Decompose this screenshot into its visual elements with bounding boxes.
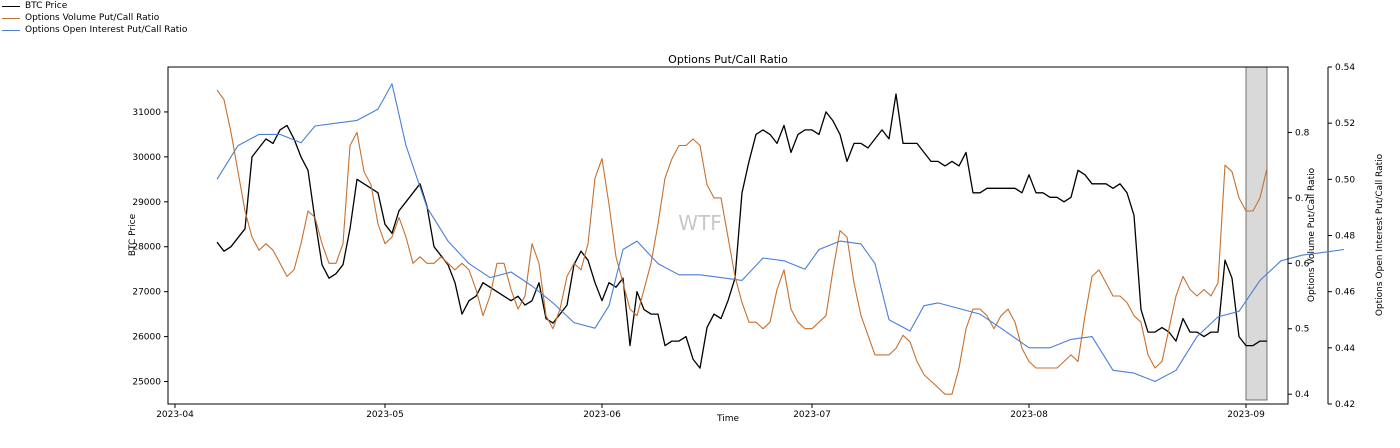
right2-tick-label: 0.54 <box>1335 63 1355 73</box>
right1-tick-label: 0.8 <box>1295 128 1310 138</box>
right1-tick-label: 0.7 <box>1295 194 1309 204</box>
left-tick-label: 25000 <box>132 378 161 388</box>
right2-axis-label: Options Open Interest Put/Call Ratio <box>1375 153 1385 316</box>
right2-tick-label: 0.44 <box>1335 344 1355 354</box>
right1-tick-label: 0.6 <box>1295 259 1310 269</box>
x-tick-label: 2023-09 <box>1227 410 1265 420</box>
right2-tick-label: 0.52 <box>1335 119 1355 129</box>
legend-swatch-oi <box>2 29 20 31</box>
right2-tick-label: 0.42 <box>1335 400 1355 410</box>
right2-tick-label: 0.46 <box>1335 288 1355 298</box>
series-line-0 <box>216 93 1267 369</box>
plot-frame <box>167 66 1289 405</box>
legend-swatch-btc <box>2 5 20 7</box>
left-tick-label: 29000 <box>132 198 161 208</box>
right1-tick-label: 0.5 <box>1295 325 1309 335</box>
highlight-region <box>1245 66 1268 401</box>
left-tick-label: 27000 <box>132 288 161 298</box>
series-lines <box>216 83 1345 395</box>
left-tick-label: 26000 <box>132 333 161 343</box>
series-line-2 <box>216 83 1345 383</box>
legend-label-oi: Options Open Interest Put/Call Ratio <box>25 25 188 35</box>
left-tick-label: 31000 <box>132 108 161 118</box>
legend-label-btc: BTC Price <box>25 1 68 11</box>
series-line-1 <box>216 89 1268 395</box>
right2-tick-label: 0.48 <box>1335 232 1355 242</box>
x-axis-label: Time <box>716 414 739 424</box>
axis-ticks: 2023-04 2023-05 2023-06 2023-07 2023-08 2023-… <box>132 63 1355 420</box>
watermark: WTF <box>678 211 722 235</box>
x-tick-label: 2023-08 <box>1010 410 1048 420</box>
right1-tick-label: 0.4 <box>1295 390 1310 400</box>
left-tick-label: 30000 <box>132 153 161 163</box>
left-axis-label: BTC Price <box>128 213 138 256</box>
right2-tick-label: 0.50 <box>1335 175 1355 185</box>
legend-item-btc-price: BTC Price <box>2 0 187 12</box>
legend-swatch-volume <box>2 17 20 19</box>
x-tick-label: 2023-05 <box>366 410 404 420</box>
chart-title: Options Put/Call Ratio <box>668 53 788 66</box>
legend-label-volume: Options Volume Put/Call Ratio <box>25 13 160 23</box>
x-tick-label: 2023-06 <box>583 410 621 420</box>
legend-item-oi-ratio: Options Open Interest Put/Call Ratio <box>2 24 187 36</box>
legend: BTC Price Options Volume Put/Call Ratio … <box>2 0 187 36</box>
x-tick-label: 2023-07 <box>793 410 831 420</box>
x-tick-label: 2023-04 <box>156 410 194 420</box>
legend-item-volume-ratio: Options Volume Put/Call Ratio <box>2 12 187 24</box>
left-tick-label: 28000 <box>132 243 161 253</box>
right1-axis-label: Options Volume Put/Call Ratio <box>1307 167 1317 302</box>
